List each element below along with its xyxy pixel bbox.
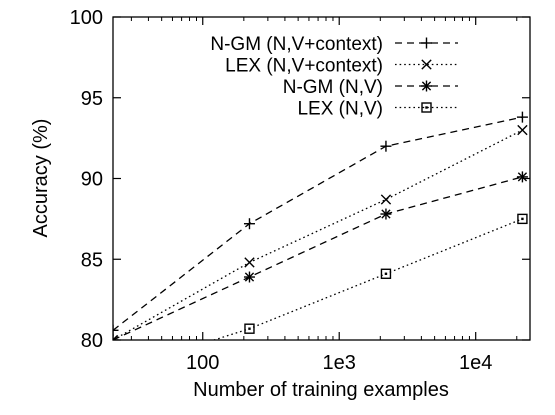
marker-stroke bbox=[421, 59, 432, 70]
x-tick-label: 1e3 bbox=[323, 352, 356, 374]
data-point-2 bbox=[517, 124, 528, 136]
y-tick-label: 80 bbox=[81, 330, 103, 352]
marker-stroke bbox=[109, 368, 118, 377]
marker-stroke bbox=[113, 335, 118, 340]
data-point-4 bbox=[380, 268, 392, 279]
series-line-1 bbox=[113, 116, 523, 331]
marker-stroke bbox=[244, 323, 255, 334]
y-tick-label: 95 bbox=[81, 88, 103, 110]
marker-stroke bbox=[244, 272, 255, 282]
data-point-2 bbox=[380, 194, 392, 205]
data-point-3 bbox=[380, 208, 392, 220]
legend-label-1: N-GM (N,V+context) bbox=[210, 34, 383, 55]
marker-stroke bbox=[517, 172, 528, 182]
y-tick-label: 100 bbox=[70, 7, 103, 29]
data-point-1 bbox=[243, 218, 255, 230]
data-point-1 bbox=[516, 111, 528, 123]
data-point-3 bbox=[113, 334, 119, 340]
data-point-4 bbox=[517, 213, 528, 225]
data-point-1 bbox=[113, 324, 119, 336]
legend-label-3: N-GM (N,V) bbox=[283, 77, 383, 98]
marker-stroke bbox=[421, 102, 432, 113]
legend-marker-1 bbox=[421, 37, 432, 49]
marker-stroke bbox=[244, 257, 255, 268]
marker-stroke bbox=[517, 124, 528, 136]
marker-stroke bbox=[380, 194, 392, 205]
legend-marker-4 bbox=[421, 102, 432, 113]
data-point-1 bbox=[380, 140, 392, 152]
y-tick-label: 85 bbox=[81, 249, 103, 271]
data-point-4 bbox=[109, 368, 118, 377]
legend-label-2: LEX (N,V+context) bbox=[225, 56, 383, 77]
legend-label-4: LEX (N,V) bbox=[297, 99, 383, 120]
data-point-4 bbox=[244, 323, 255, 334]
data-point-2 bbox=[244, 257, 255, 268]
data-point-3 bbox=[516, 171, 528, 183]
marker-center bbox=[248, 327, 251, 330]
legend-marker-3 bbox=[421, 80, 432, 92]
series-line-2 bbox=[113, 129, 523, 340]
marker-center bbox=[384, 272, 388, 275]
y-axis-title: Accuracy (%) bbox=[30, 119, 52, 238]
series-line-3 bbox=[113, 176, 523, 340]
marker-stroke bbox=[517, 213, 528, 225]
series-line-4 bbox=[211, 218, 523, 340]
marker-center bbox=[521, 217, 524, 221]
marker-stroke bbox=[421, 81, 432, 91]
x-tick-label: 100 bbox=[186, 352, 219, 374]
data-point-3 bbox=[243, 271, 255, 283]
y-tick-label: 90 bbox=[81, 169, 103, 191]
marker-center bbox=[112, 371, 114, 373]
marker-stroke bbox=[381, 209, 391, 219]
marker-center bbox=[425, 106, 428, 109]
x-axis-title: Number of training examples bbox=[193, 379, 449, 401]
x-tick-label: 1e4 bbox=[459, 352, 492, 374]
legend-marker-2 bbox=[421, 59, 432, 70]
marker-stroke bbox=[380, 268, 392, 279]
legend: N-GM (N,V+context)LEX (N,V+context)N-GM … bbox=[210, 34, 458, 120]
